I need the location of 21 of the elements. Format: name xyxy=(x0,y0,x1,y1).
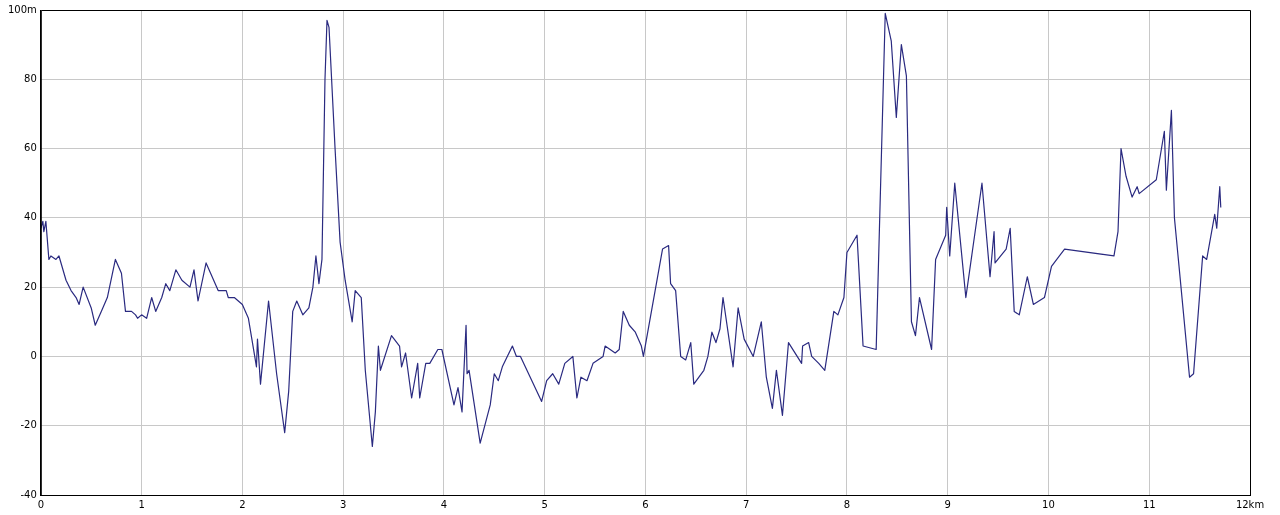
y-tick-label: 60 xyxy=(24,142,37,154)
y-tick-label: -20 xyxy=(20,419,37,431)
y-tick-label: 0 xyxy=(30,350,37,362)
y-tick-label: 100m xyxy=(8,3,37,15)
x-tick-label: 1 xyxy=(138,498,145,510)
y-tick-label: 80 xyxy=(24,72,37,84)
x-tick-label: 10 xyxy=(1042,498,1055,510)
x-tick-label: 7 xyxy=(742,498,750,510)
x-tick-label: 4 xyxy=(440,498,448,510)
x-tick-label: 9 xyxy=(944,498,951,510)
x-tick-label: 12km xyxy=(1235,498,1265,510)
x-tick-label: 5 xyxy=(541,498,548,510)
x-tick-label: 3 xyxy=(339,498,347,510)
x-tick-label: 11 xyxy=(1142,498,1156,510)
y-tick-label: 20 xyxy=(24,280,37,292)
y-tick-label: -40 xyxy=(20,488,37,500)
x-tick-label: 2 xyxy=(239,498,246,510)
x-tick-label: 0 xyxy=(37,498,45,510)
x-tick-label: 8 xyxy=(843,498,851,510)
x-tick-label: 6 xyxy=(642,498,649,510)
y-tick-label: 40 xyxy=(24,211,37,223)
